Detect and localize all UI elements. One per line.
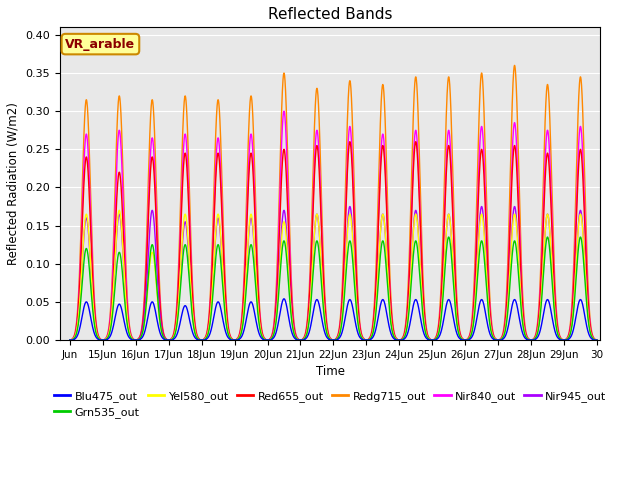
Line: Redg715_out: Redg715_out — [70, 65, 597, 340]
Yel580_out — [314, 214, 321, 219]
Nir945_out — [593, 337, 601, 343]
Grn535_out — [269, 335, 276, 340]
Blu475_out — [269, 336, 276, 342]
Redg715_out — [387, 300, 395, 306]
Grn535_out — [373, 298, 381, 304]
Yel580_out — [84, 223, 92, 228]
Blu475_out — [593, 337, 601, 343]
Nir840_out — [280, 108, 288, 114]
Redg715_out — [373, 237, 381, 243]
Red655_out — [593, 337, 601, 343]
Grn535_out — [577, 234, 584, 240]
Blu475_out — [84, 302, 92, 308]
Nir840_out — [66, 337, 74, 343]
Red655_out — [373, 261, 381, 267]
Nir945_out — [468, 327, 476, 333]
Red655_out — [412, 139, 420, 144]
Line: Red655_out: Red655_out — [70, 142, 597, 340]
Line: Grn535_out: Grn535_out — [70, 237, 597, 340]
Grn535_out — [66, 337, 74, 343]
Yel580_out — [66, 337, 74, 343]
Nir840_out — [593, 337, 601, 343]
Redg715_out — [314, 89, 321, 95]
Blu475_out — [314, 298, 321, 303]
Blu475_out — [280, 296, 288, 302]
Yel580_out — [373, 286, 381, 292]
Grn535_out — [314, 240, 321, 245]
Line: Nir840_out: Nir840_out — [70, 111, 597, 340]
Yel580_out — [593, 337, 601, 343]
Nir840_out — [84, 150, 92, 156]
Red655_out — [468, 323, 476, 328]
Yel580_out — [115, 207, 123, 213]
Legend: Blu475_out, Grn535_out, Yel580_out, Red655_out, Redg715_out, Nir840_out, Nir945_: Blu475_out, Grn535_out, Yel580_out, Red6… — [49, 386, 611, 422]
Nir945_out — [511, 204, 518, 209]
Nir945_out — [373, 288, 381, 294]
Nir840_out — [314, 131, 321, 137]
Red655_out — [314, 145, 321, 151]
Nir840_out — [468, 321, 476, 326]
Grn535_out — [468, 330, 476, 336]
Nir945_out — [66, 337, 74, 343]
Line: Nir945_out: Nir945_out — [70, 206, 597, 340]
Red655_out — [387, 309, 395, 314]
Yel580_out — [468, 327, 476, 333]
Grn535_out — [84, 254, 92, 260]
Yel580_out — [269, 334, 276, 340]
Blu475_out — [387, 332, 395, 337]
X-axis label: Time: Time — [316, 365, 344, 378]
Nir945_out — [269, 334, 276, 339]
Redg715_out — [511, 62, 518, 68]
Title: Reflected Bands: Reflected Bands — [268, 7, 392, 22]
Nir945_out — [84, 226, 92, 232]
Grn535_out — [387, 323, 395, 328]
Nir840_out — [269, 331, 276, 337]
Blu475_out — [373, 321, 381, 326]
Line: Yel580_out: Yel580_out — [70, 210, 597, 340]
Line: Blu475_out: Blu475_out — [70, 299, 597, 340]
Y-axis label: Reflected Radiation (W/m2): Reflected Radiation (W/m2) — [7, 102, 20, 265]
Redg715_out — [66, 337, 74, 343]
Redg715_out — [593, 337, 601, 343]
Redg715_out — [84, 119, 92, 124]
Nir840_out — [373, 253, 381, 259]
Blu475_out — [468, 334, 476, 340]
Red655_out — [66, 337, 74, 343]
Redg715_out — [269, 330, 276, 336]
Nir840_out — [387, 309, 395, 314]
Blu475_out — [66, 337, 74, 343]
Redg715_out — [468, 318, 476, 324]
Red655_out — [84, 171, 92, 177]
Yel580_out — [387, 320, 395, 325]
Red655_out — [269, 332, 276, 338]
Grn535_out — [593, 337, 601, 343]
Text: VR_arable: VR_arable — [65, 37, 136, 50]
Nir945_out — [387, 319, 395, 324]
Nir945_out — [314, 213, 321, 219]
